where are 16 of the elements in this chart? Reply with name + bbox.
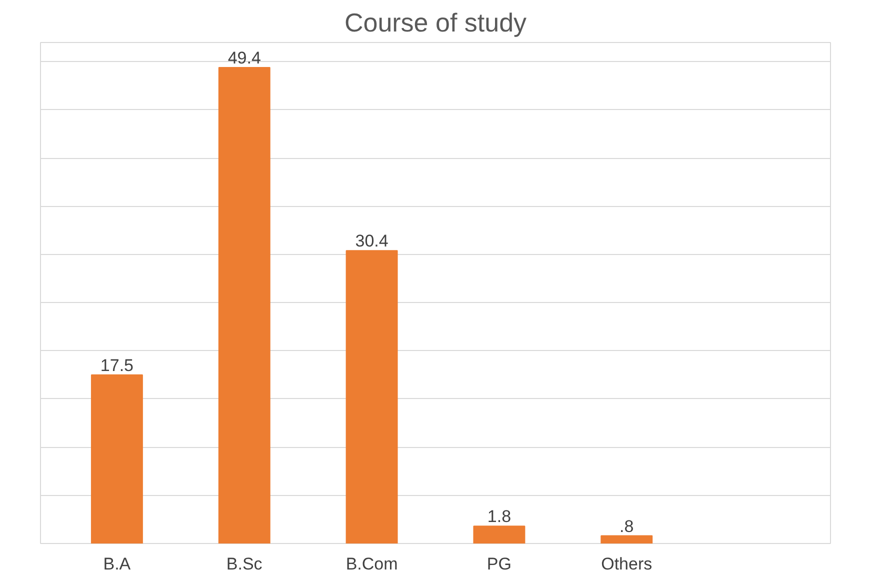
x-tick-label: B.Com: [346, 554, 398, 574]
chart-title: Course of study: [344, 8, 527, 38]
data-label: 1.8: [487, 507, 512, 526]
data-label: 49.4: [228, 48, 261, 68]
x-tick-label: B.A: [103, 554, 132, 574]
bar: [346, 250, 398, 544]
x-tick-label: PG: [486, 554, 512, 574]
bar: [473, 526, 526, 544]
bar: [600, 535, 653, 544]
data-label: 17.5: [100, 356, 134, 375]
bar: [90, 374, 143, 544]
data-label: 30.4: [355, 232, 388, 251]
data-label: .8: [620, 516, 634, 536]
x-tick-label: B.Sc: [226, 554, 263, 574]
bar: [218, 67, 270, 544]
x-tick-label: Others: [601, 554, 652, 574]
